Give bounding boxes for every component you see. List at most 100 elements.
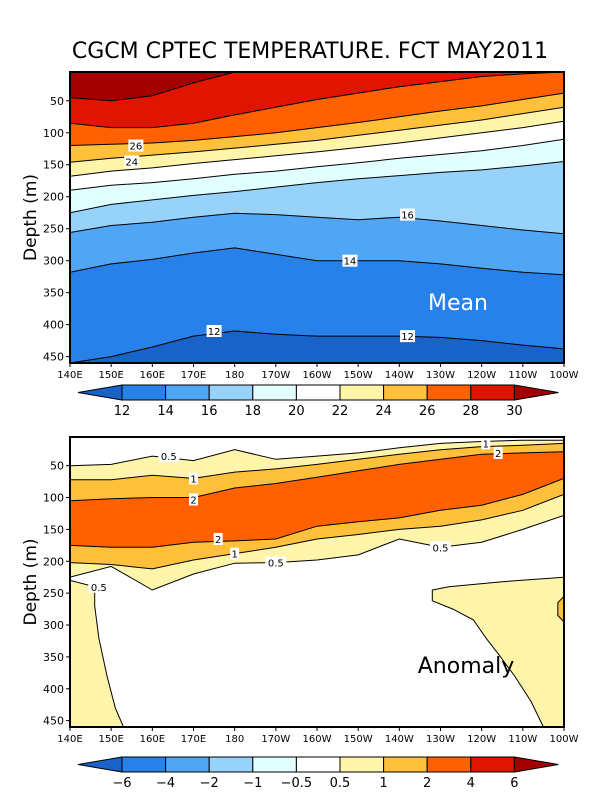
x-tick-label: 120W <box>467 734 496 745</box>
contour-label-bg <box>493 446 503 459</box>
x-tick-label: 110W <box>508 370 537 381</box>
colorbar-segment <box>339 756 385 773</box>
chart-title: CGCM CPTEC TEMPERATURE. FCT MAY2011 <box>72 39 548 64</box>
x-tick-label: 140E <box>57 370 82 381</box>
y-tick-label: 400 <box>43 319 64 332</box>
colorbar-tick-label: −6 <box>112 776 131 791</box>
y-tick-label: 100 <box>43 127 64 140</box>
x-tick-label: 170W <box>261 370 290 381</box>
y-tick-label: 250 <box>43 223 64 236</box>
isoline-14 <box>70 247 564 276</box>
x-tick-label: 170E <box>181 370 206 381</box>
contour-label-bg <box>158 450 180 463</box>
x-tick-label: 150E <box>98 370 123 381</box>
contour-label: 14 <box>344 257 357 268</box>
x-tick-label: 130W <box>426 370 455 381</box>
x-tick-label: 140W <box>385 734 414 745</box>
contour-label-bg <box>400 330 416 343</box>
x-tick-label: 180 <box>225 370 244 381</box>
contour-label-bg <box>342 254 358 267</box>
contour-label-bg <box>430 541 451 554</box>
colorbar-low-arrow <box>77 756 123 773</box>
contour-label-bg <box>213 532 223 545</box>
contour-label: 0.5 <box>433 543 449 554</box>
colorbar-segment <box>252 756 297 773</box>
colorbar-tick-label: 4 <box>467 776 475 791</box>
contour-label: 1 <box>483 439 489 450</box>
x-tick-label: 180 <box>225 734 244 745</box>
y-tick-label: 300 <box>43 619 64 632</box>
x-tick-label: 160W <box>303 370 332 381</box>
y-tick-label: 200 <box>43 191 64 204</box>
x-tick-label: 150W <box>344 370 373 381</box>
colorbar-segment <box>295 756 341 773</box>
contour-label-bg <box>128 139 144 152</box>
contour-band-above-28 <box>70 72 564 128</box>
x-tick-label: 160E <box>140 370 165 381</box>
panel-label-anomaly: Anomaly <box>418 654 515 679</box>
colorbar-high-arrow <box>513 384 559 401</box>
y-tick-label: 150 <box>43 523 64 536</box>
contour-label: 1 <box>231 550 237 561</box>
colorbar-tick-label: −4 <box>156 776 175 791</box>
colorbar-segment <box>339 384 385 401</box>
colorbar-tick-label: 22 <box>332 404 349 419</box>
y-tick-label: 350 <box>43 651 64 664</box>
colorbar-segment <box>383 384 428 401</box>
anomaly-colorbar: −6 −4 −2 −1 −0.5 0.5 1 2 4 6 <box>77 756 559 791</box>
contour-label: 26 <box>129 142 142 153</box>
contour-label: 0.5 <box>91 583 107 594</box>
x-tick-label: 170W <box>261 734 290 745</box>
contour-label-bg <box>189 493 198 506</box>
contour-label-bg <box>230 547 240 560</box>
y-tick-label: 450 <box>43 715 64 728</box>
colorbar-segment <box>470 384 515 401</box>
y-tick-label: 300 <box>43 255 64 268</box>
contour-label: 0.5 <box>161 452 177 463</box>
contour-label: 16 <box>401 211 414 222</box>
colorbar-segment <box>121 384 167 401</box>
y-tick-label: 50 <box>50 460 64 473</box>
x-tick-label: 130W <box>426 734 455 745</box>
isoline-bottom-0.5 <box>70 514 564 591</box>
colorbar-segment <box>208 384 254 401</box>
isoline-30 <box>70 72 564 102</box>
colorbar-segment <box>295 384 341 401</box>
colorbar-segment <box>165 384 210 401</box>
colorbar-tick-label: 16 <box>201 404 218 419</box>
colorbar-segment <box>470 756 515 773</box>
x-tick-label: 150E <box>98 734 123 745</box>
isoline-top-2 <box>70 451 564 502</box>
contour-label-bg <box>481 437 491 450</box>
y-tick-label: 250 <box>43 587 64 600</box>
contour-label: 0.5 <box>268 559 284 570</box>
colorbar-low-arrow <box>77 384 123 401</box>
plot-area: 26 24 16 14 12 12 <box>70 72 564 363</box>
x-tick-label: 120W <box>467 370 496 381</box>
contour-label-bg <box>265 556 287 569</box>
isoline-24 <box>70 106 564 163</box>
contour-label-bg <box>400 208 416 221</box>
contour-label: 24 <box>125 158 138 169</box>
colorbar-tick-label: −2 <box>200 776 219 791</box>
colorbar-segment <box>121 756 167 773</box>
y-tick-label: 200 <box>43 555 64 568</box>
colorbar-tick-label: 14 <box>157 404 174 419</box>
x-tick-label: 160W <box>303 734 332 745</box>
colorbar-tick-label: 28 <box>463 404 480 419</box>
colorbar-segment <box>383 756 428 773</box>
contour-label: 2 <box>190 495 196 506</box>
mean-colorbar: 12 14 16 18 20 22 24 26 28 30 <box>77 384 559 419</box>
isoline-bottom-2 <box>70 477 564 548</box>
colorbar-segment <box>208 756 254 773</box>
colorbar-tick-label: 30 <box>506 404 523 419</box>
contour-label: 12 <box>208 327 221 338</box>
y-axis-label: Depth (m) <box>21 538 41 625</box>
colorbar-tick-label: 12 <box>114 404 131 419</box>
x-tick-label: 150W <box>344 734 373 745</box>
colorbar-tick-label: −0.5 <box>281 776 313 791</box>
contour-label-bg <box>88 580 110 593</box>
